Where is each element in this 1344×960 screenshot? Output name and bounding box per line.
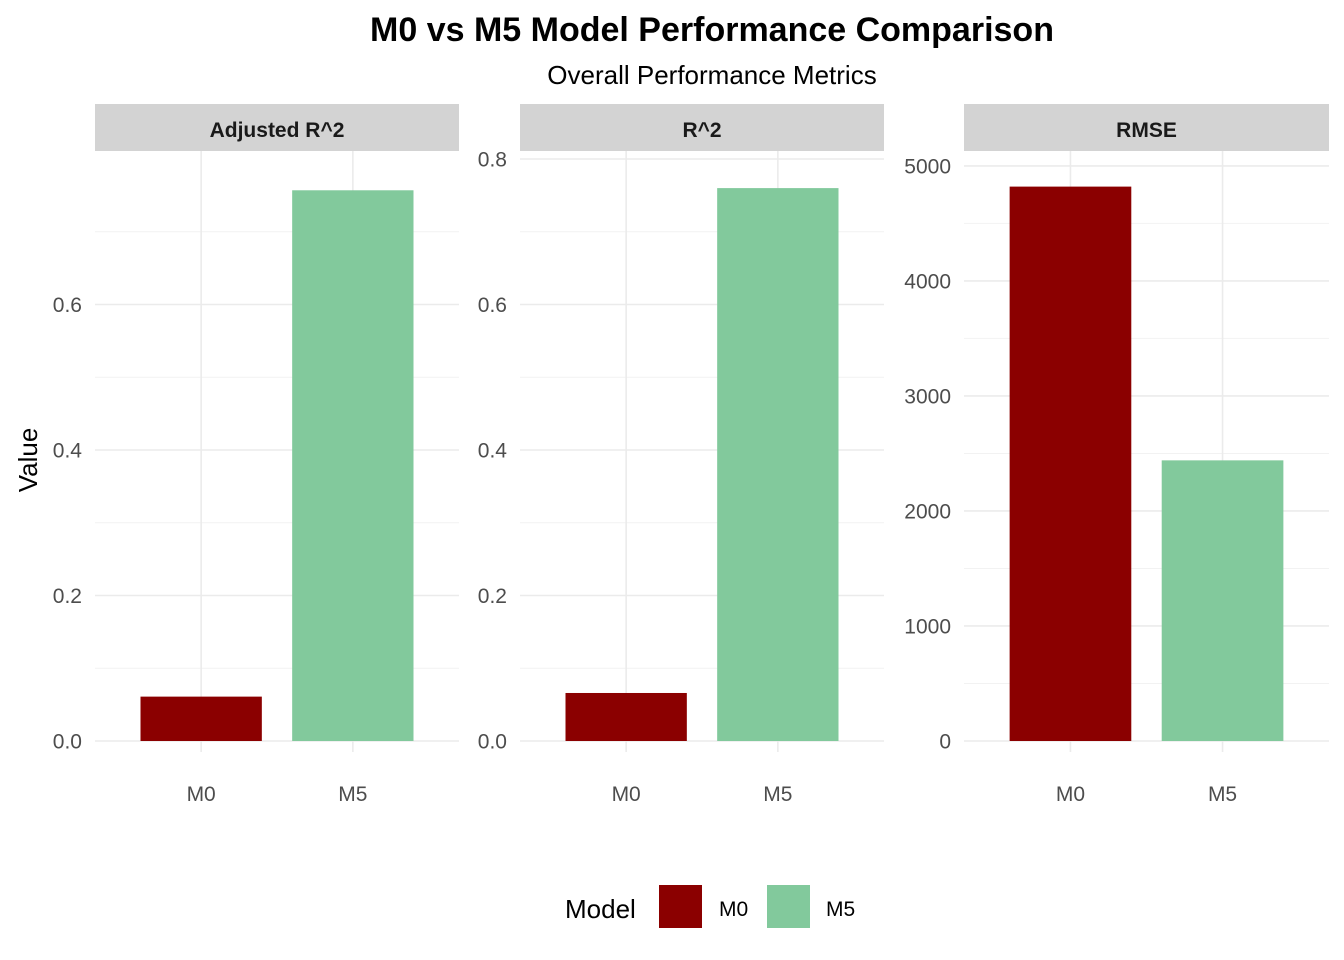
x-tick-label: M0 xyxy=(187,783,216,806)
x-tick-label: M0 xyxy=(1056,783,1085,806)
x-tick-label: M0 xyxy=(612,783,641,806)
y-tick-label: 1000 xyxy=(904,615,951,638)
legend-key-m5 xyxy=(767,885,810,928)
facet-strip-label: RMSE xyxy=(1116,119,1177,142)
legend-title: Model xyxy=(565,894,636,924)
legend-label-m0: M0 xyxy=(719,898,748,921)
chart-subtitle: Overall Performance Metrics xyxy=(547,60,876,90)
facet-strip xyxy=(964,104,1329,151)
y-tick-label: 0.2 xyxy=(53,585,82,608)
x-tick-label: M5 xyxy=(763,783,792,806)
bar-rmse-m0 xyxy=(1009,186,1132,741)
facet-strip-label: R^2 xyxy=(682,119,721,142)
legend: Model M0 M5 xyxy=(565,885,855,928)
bar-r-2-m0 xyxy=(565,692,687,741)
y-tick-label: 0.6 xyxy=(53,294,82,317)
facet-strip xyxy=(520,104,884,151)
bar-rmse-m5 xyxy=(1161,460,1284,741)
y-axis-title: Value xyxy=(13,428,43,493)
facet-panel-r-2: R^2 0.0 0.2 0.4 0.6 0.8 M0 M5 xyxy=(478,104,884,806)
bar-adjusted-r-2-m0 xyxy=(140,696,262,741)
y-tick-label: 0.0 xyxy=(53,731,82,754)
facet-panel-adjusted-r-2: Adjusted R^2 0.0 0.2 0.4 0.6 M0 M5 xyxy=(53,104,459,806)
y-tick-label: 0 xyxy=(939,731,951,754)
legend-label-m5: M5 xyxy=(826,898,855,921)
facet-strip xyxy=(95,104,459,151)
x-tick-label: M5 xyxy=(1208,783,1237,806)
bar-adjusted-r-2-m5 xyxy=(292,190,414,742)
facet-panel-rmse: RMSE 0 1000 2000 3000 4000 5000 M0 M5 xyxy=(904,104,1329,806)
y-tick-label: 2000 xyxy=(904,500,951,523)
y-tick-label: 0.8 xyxy=(478,149,507,172)
y-tick-label: 0.2 xyxy=(478,585,507,608)
bar-r-2-m5 xyxy=(717,188,839,742)
y-tick-label: 0.6 xyxy=(478,294,507,317)
x-tick-label: M5 xyxy=(338,783,367,806)
legend-key-m0 xyxy=(659,885,702,928)
y-tick-label: 4000 xyxy=(904,270,951,293)
y-tick-label: 5000 xyxy=(904,155,951,178)
facet-strip-label: Adjusted R^2 xyxy=(210,119,345,142)
facet-panels: Adjusted R^2 0.0 0.2 0.4 0.6 M0 M5 R^2 0.0 0.2 0.4… xyxy=(53,104,1329,806)
chart-title: M0 vs M5 Model Performance Comparison xyxy=(370,11,1054,49)
y-tick-label: 0.0 xyxy=(478,731,507,754)
y-tick-label: 3000 xyxy=(904,385,951,408)
y-tick-label: 0.4 xyxy=(53,440,83,463)
y-tick-label: 0.4 xyxy=(478,440,508,463)
